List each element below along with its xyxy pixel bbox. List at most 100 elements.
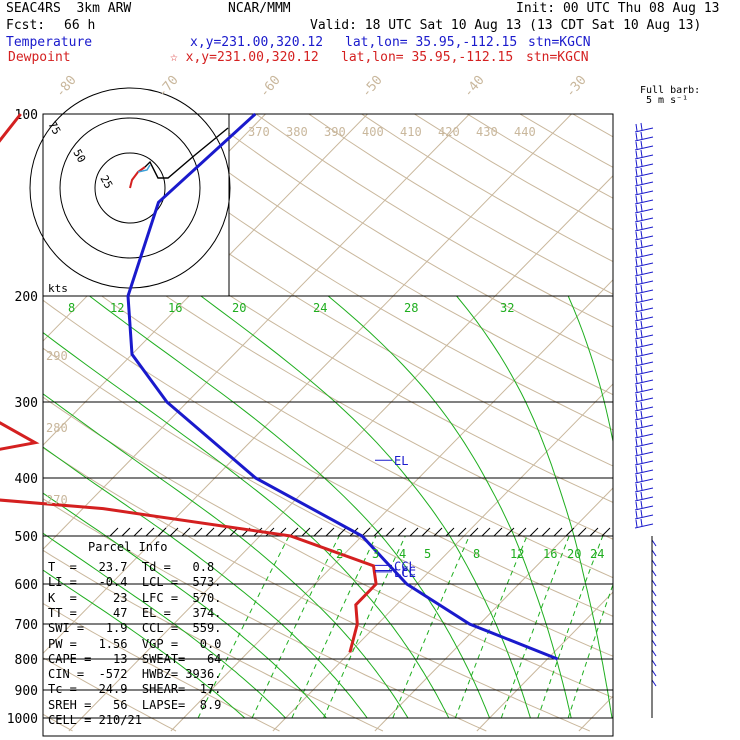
parcel-info-row: Tc = 24.9 SHEAR= 17. <box>48 682 222 697</box>
wind-barb <box>634 451 654 457</box>
wind-barb-flag <box>635 231 638 240</box>
wind-barb-flag <box>640 257 643 266</box>
wind-barb-flag <box>640 500 643 509</box>
temperature-tick-label: -40 <box>461 73 488 101</box>
terrain-hatch <box>565 527 575 537</box>
wind-barb-flag <box>635 402 638 411</box>
wind-barb <box>634 253 654 259</box>
wind-barb-flag <box>640 248 643 257</box>
mixing-ratio-label: 16 <box>543 547 557 561</box>
terrain-hatch <box>133 527 143 537</box>
moist-adiabat-line <box>200 295 531 719</box>
wind-barb-flag <box>635 141 638 150</box>
dry-adiabat-line <box>43 299 613 617</box>
terrain-hatch <box>145 527 155 537</box>
wind-barb-flag <box>635 285 638 294</box>
wind-barb <box>651 649 657 657</box>
dewpoint-latlon: lat,lon= 35.95,-112.15 <box>341 50 514 65</box>
wind-barb-flag <box>640 473 643 482</box>
wind-barb-flag <box>635 429 638 438</box>
wind-barb <box>634 154 654 160</box>
terrain-hatch <box>433 527 443 537</box>
temperature-station: stn=KGCN <box>528 35 591 50</box>
wind-barb-flag <box>640 383 643 392</box>
wind-barb <box>634 199 654 205</box>
wind-barb-flag <box>640 266 643 275</box>
dry-adiabat-line <box>307 114 613 295</box>
wind-barb-flag <box>640 428 643 437</box>
pressure-tick-label: 300 <box>15 396 38 411</box>
wind-barb-flag <box>635 132 638 141</box>
parcel-info-row: PW = 1.56 VGP = 0.0 <box>48 636 222 651</box>
hodograph-ring-label: 75 <box>45 119 63 137</box>
temperature-legend: Temperature <box>6 35 93 50</box>
wind-barb-flag <box>635 348 638 357</box>
hodograph-trace-mid <box>137 164 151 173</box>
wind-barb <box>634 433 654 439</box>
terrain-hatch <box>505 527 515 537</box>
theta-label: 370 <box>248 125 270 139</box>
dry-adiabat-line <box>43 204 613 540</box>
theta-label: 270 <box>46 493 68 507</box>
mixing-ratio-line <box>323 535 406 719</box>
wind-barb-flag <box>640 140 643 149</box>
mixing-ratio-line <box>392 535 470 719</box>
dry-adiabat-line <box>43 498 487 732</box>
wind-barb-flag <box>640 356 643 365</box>
mixing-ratio-line <box>567 583 613 719</box>
wind-barb <box>634 163 654 169</box>
wind-barb-flag <box>635 177 638 186</box>
temperature-tick-label: -80 <box>53 73 80 101</box>
terrain-hatch <box>157 527 167 537</box>
wind-barb <box>634 280 654 286</box>
wind-barb-flag <box>640 455 643 464</box>
wind-barb-flag <box>635 204 638 213</box>
parcel-info-row: CIN = -572 HWBZ= 3936. <box>48 667 222 682</box>
dewpoint-trace <box>0 113 378 653</box>
wind-barb-flag <box>635 168 638 177</box>
dry-adiabat-line <box>255 114 613 328</box>
wind-barb <box>634 325 654 331</box>
wind-barb <box>634 136 654 142</box>
wind-barb <box>634 190 654 196</box>
wind-barb <box>651 569 657 577</box>
mixing-ratio-label: 16 <box>168 301 182 315</box>
pressure-tick-label: 700 <box>15 618 38 633</box>
isotherm-line <box>43 114 369 446</box>
wind-barb-flag <box>640 464 643 473</box>
mixing-ratio-line <box>500 535 570 719</box>
wind-barb-flag <box>640 239 643 248</box>
forecast-hour: 66 h <box>64 18 96 33</box>
wind-barb-flag <box>635 456 638 465</box>
wind-barb-flag <box>640 275 643 284</box>
terrain-hatch <box>181 527 191 537</box>
wind-barb-flag <box>635 294 638 303</box>
wind-barb-flag <box>635 393 638 402</box>
temperature-location: x,y=231.00,320.12 <box>190 35 324 50</box>
wind-barb-flag <box>640 392 643 401</box>
isotherm-line <box>476 591 613 732</box>
wind-barb-flag <box>635 321 638 330</box>
temperature-tick-label: -60 <box>257 73 284 101</box>
wind-barb-flag <box>635 213 638 222</box>
pressure-tick-label: 400 <box>15 472 38 487</box>
wind-barb-flag <box>635 438 638 447</box>
hodograph: 25 50 75 kts <box>29 87 231 297</box>
wind-barb-flag <box>640 131 643 140</box>
wind-barb-flag <box>635 186 638 195</box>
terrain-hatch <box>397 527 407 537</box>
parcel-info-row: SWI = 1.9 CCL = 559. <box>48 621 222 636</box>
wind-barb <box>634 523 654 529</box>
pressure-tick-label: 900 <box>15 684 38 699</box>
wind-barb <box>634 244 654 250</box>
wind-barb-flag <box>640 509 643 518</box>
terrain-hatch <box>109 527 119 537</box>
terrain-hatch <box>469 527 479 537</box>
wind-barb-flag <box>635 465 638 474</box>
marker-label-lfc: LFC <box>394 564 416 578</box>
isotherm-line <box>43 114 573 655</box>
wind-barb <box>634 370 654 376</box>
forecast-label: Fcst: <box>6 18 46 33</box>
temperature-latlon: lat,lon= 35.95,-112.15 <box>345 35 518 50</box>
